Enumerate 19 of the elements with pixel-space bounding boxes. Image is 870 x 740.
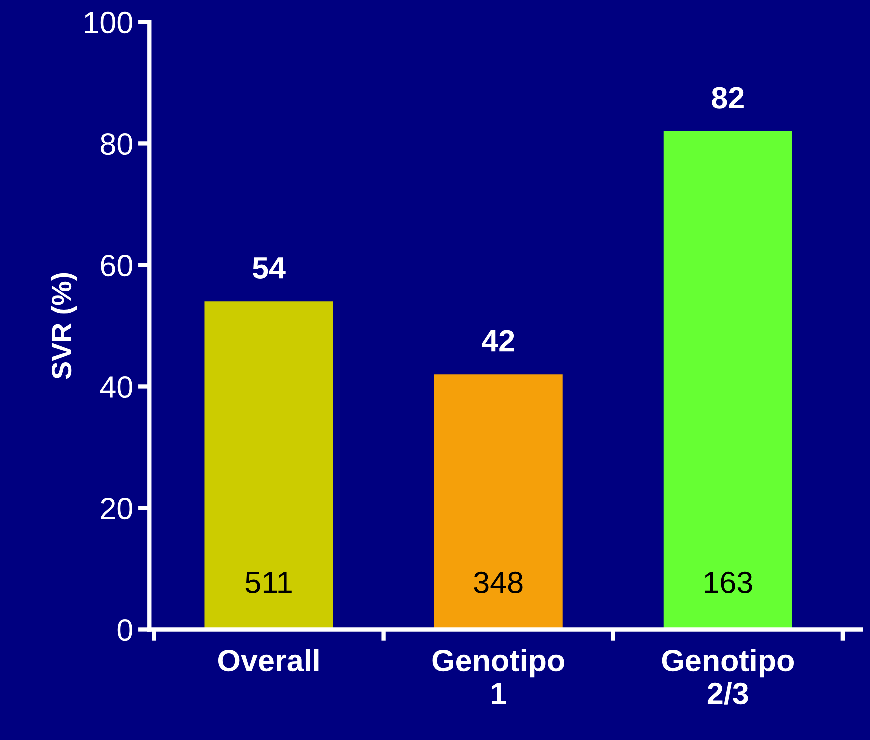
- annotation: 348: [474, 572, 523, 594]
- annotation: 163: [704, 572, 752, 594]
- bar: [664, 132, 792, 630]
- y-tick-label: 20: [101, 498, 132, 520]
- y-axis-title: SVR (%): [51, 273, 78, 380]
- y-tick-label: 80: [101, 133, 132, 156]
- annotation: 511: [246, 572, 292, 594]
- y-tick-label: 100: [85, 12, 132, 34]
- y-tick-label: 60: [101, 254, 132, 277]
- x-tick-label: Genotipo 2/3: [662, 649, 794, 705]
- x-tick-label: Genotipo 1: [432, 649, 564, 704]
- data-label: 42: [482, 330, 514, 352]
- bar: [434, 374, 563, 630]
- data-label: 54: [252, 258, 286, 279]
- data-label: 82: [712, 87, 744, 109]
- x-tick-label: Overall: [218, 649, 319, 672]
- bar: [204, 302, 334, 630]
- y-tick-label: 0: [118, 619, 132, 642]
- y-tick-label: 40: [100, 376, 132, 398]
